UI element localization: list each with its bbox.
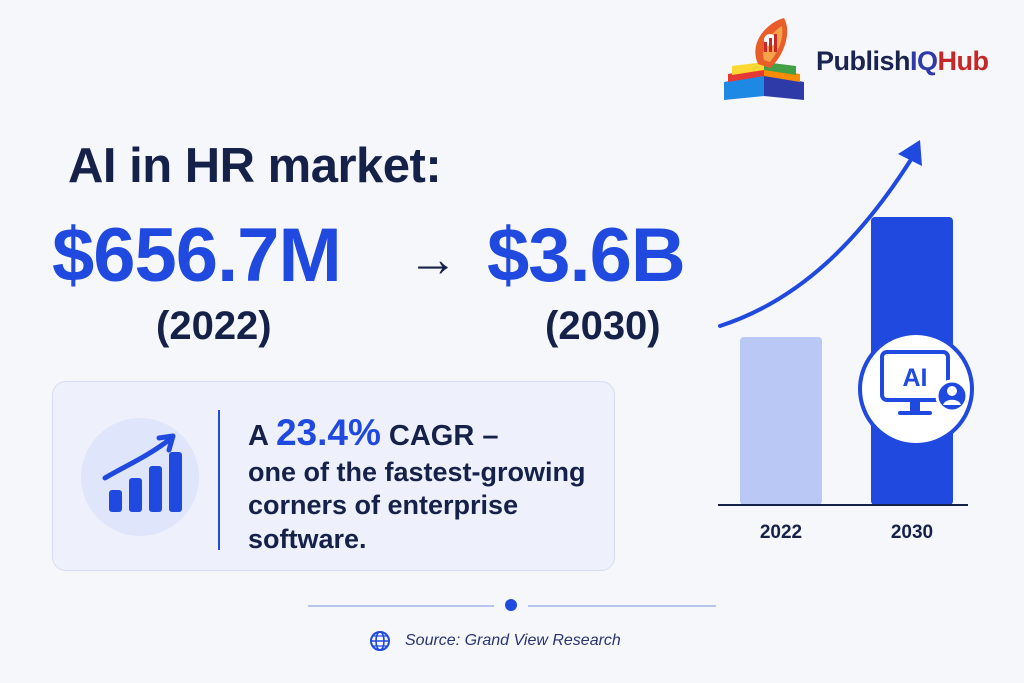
headline: AI in HR market: (68, 139, 442, 193)
cagr-line-3: corners of enterprise (248, 490, 519, 521)
right-arrow-icon: → (408, 231, 458, 287)
ai-badge-label: AI (903, 364, 928, 392)
cagr-line-1: A 23.4% CAGR – (248, 410, 608, 456)
separator-left (308, 605, 494, 607)
trend-arrow-icon (718, 156, 914, 328)
value-2022: $656.7M (52, 213, 342, 298)
separator-right (528, 605, 716, 607)
logo-text-publish: Publish (816, 46, 911, 76)
card-divider (218, 410, 220, 550)
logo-text-iq: IQ (910, 46, 938, 76)
logo-text: PublishIQHub (816, 46, 989, 77)
separator-dot (505, 599, 517, 611)
year-2022-label: (2022) (156, 304, 272, 348)
logo: PublishIQHub (718, 12, 1008, 104)
cagr-card: A 23.4% CAGR – one of the fastest-growin… (52, 381, 615, 571)
ai-badge: AI (858, 331, 974, 447)
tick-label-2030: 2030 (891, 522, 933, 543)
year-2030-label: (2030) (545, 304, 661, 348)
bar-2022 (740, 337, 822, 505)
value-2030: $3.6B (487, 213, 686, 298)
trend-arrowhead (898, 140, 922, 166)
tick-label-2022: 2022 (760, 522, 802, 543)
source-text: Source: Grand View Research (405, 632, 621, 649)
cagr-suffix: CAGR – (380, 420, 499, 452)
cagr-line-2: one of the fastest-growing (248, 456, 586, 487)
cagr-value: 23.4% (275, 412, 381, 453)
book-logo-icon (724, 18, 804, 100)
cagr-line-4: software. (248, 523, 367, 554)
globe-icon (370, 631, 390, 651)
cagr-text: A 23.4% CAGR – one of the fastest-growin… (248, 410, 608, 556)
logo-text-hub: Hub (937, 46, 989, 76)
growth-chart-icon (81, 418, 199, 536)
cagr-prefix: A (248, 420, 276, 452)
